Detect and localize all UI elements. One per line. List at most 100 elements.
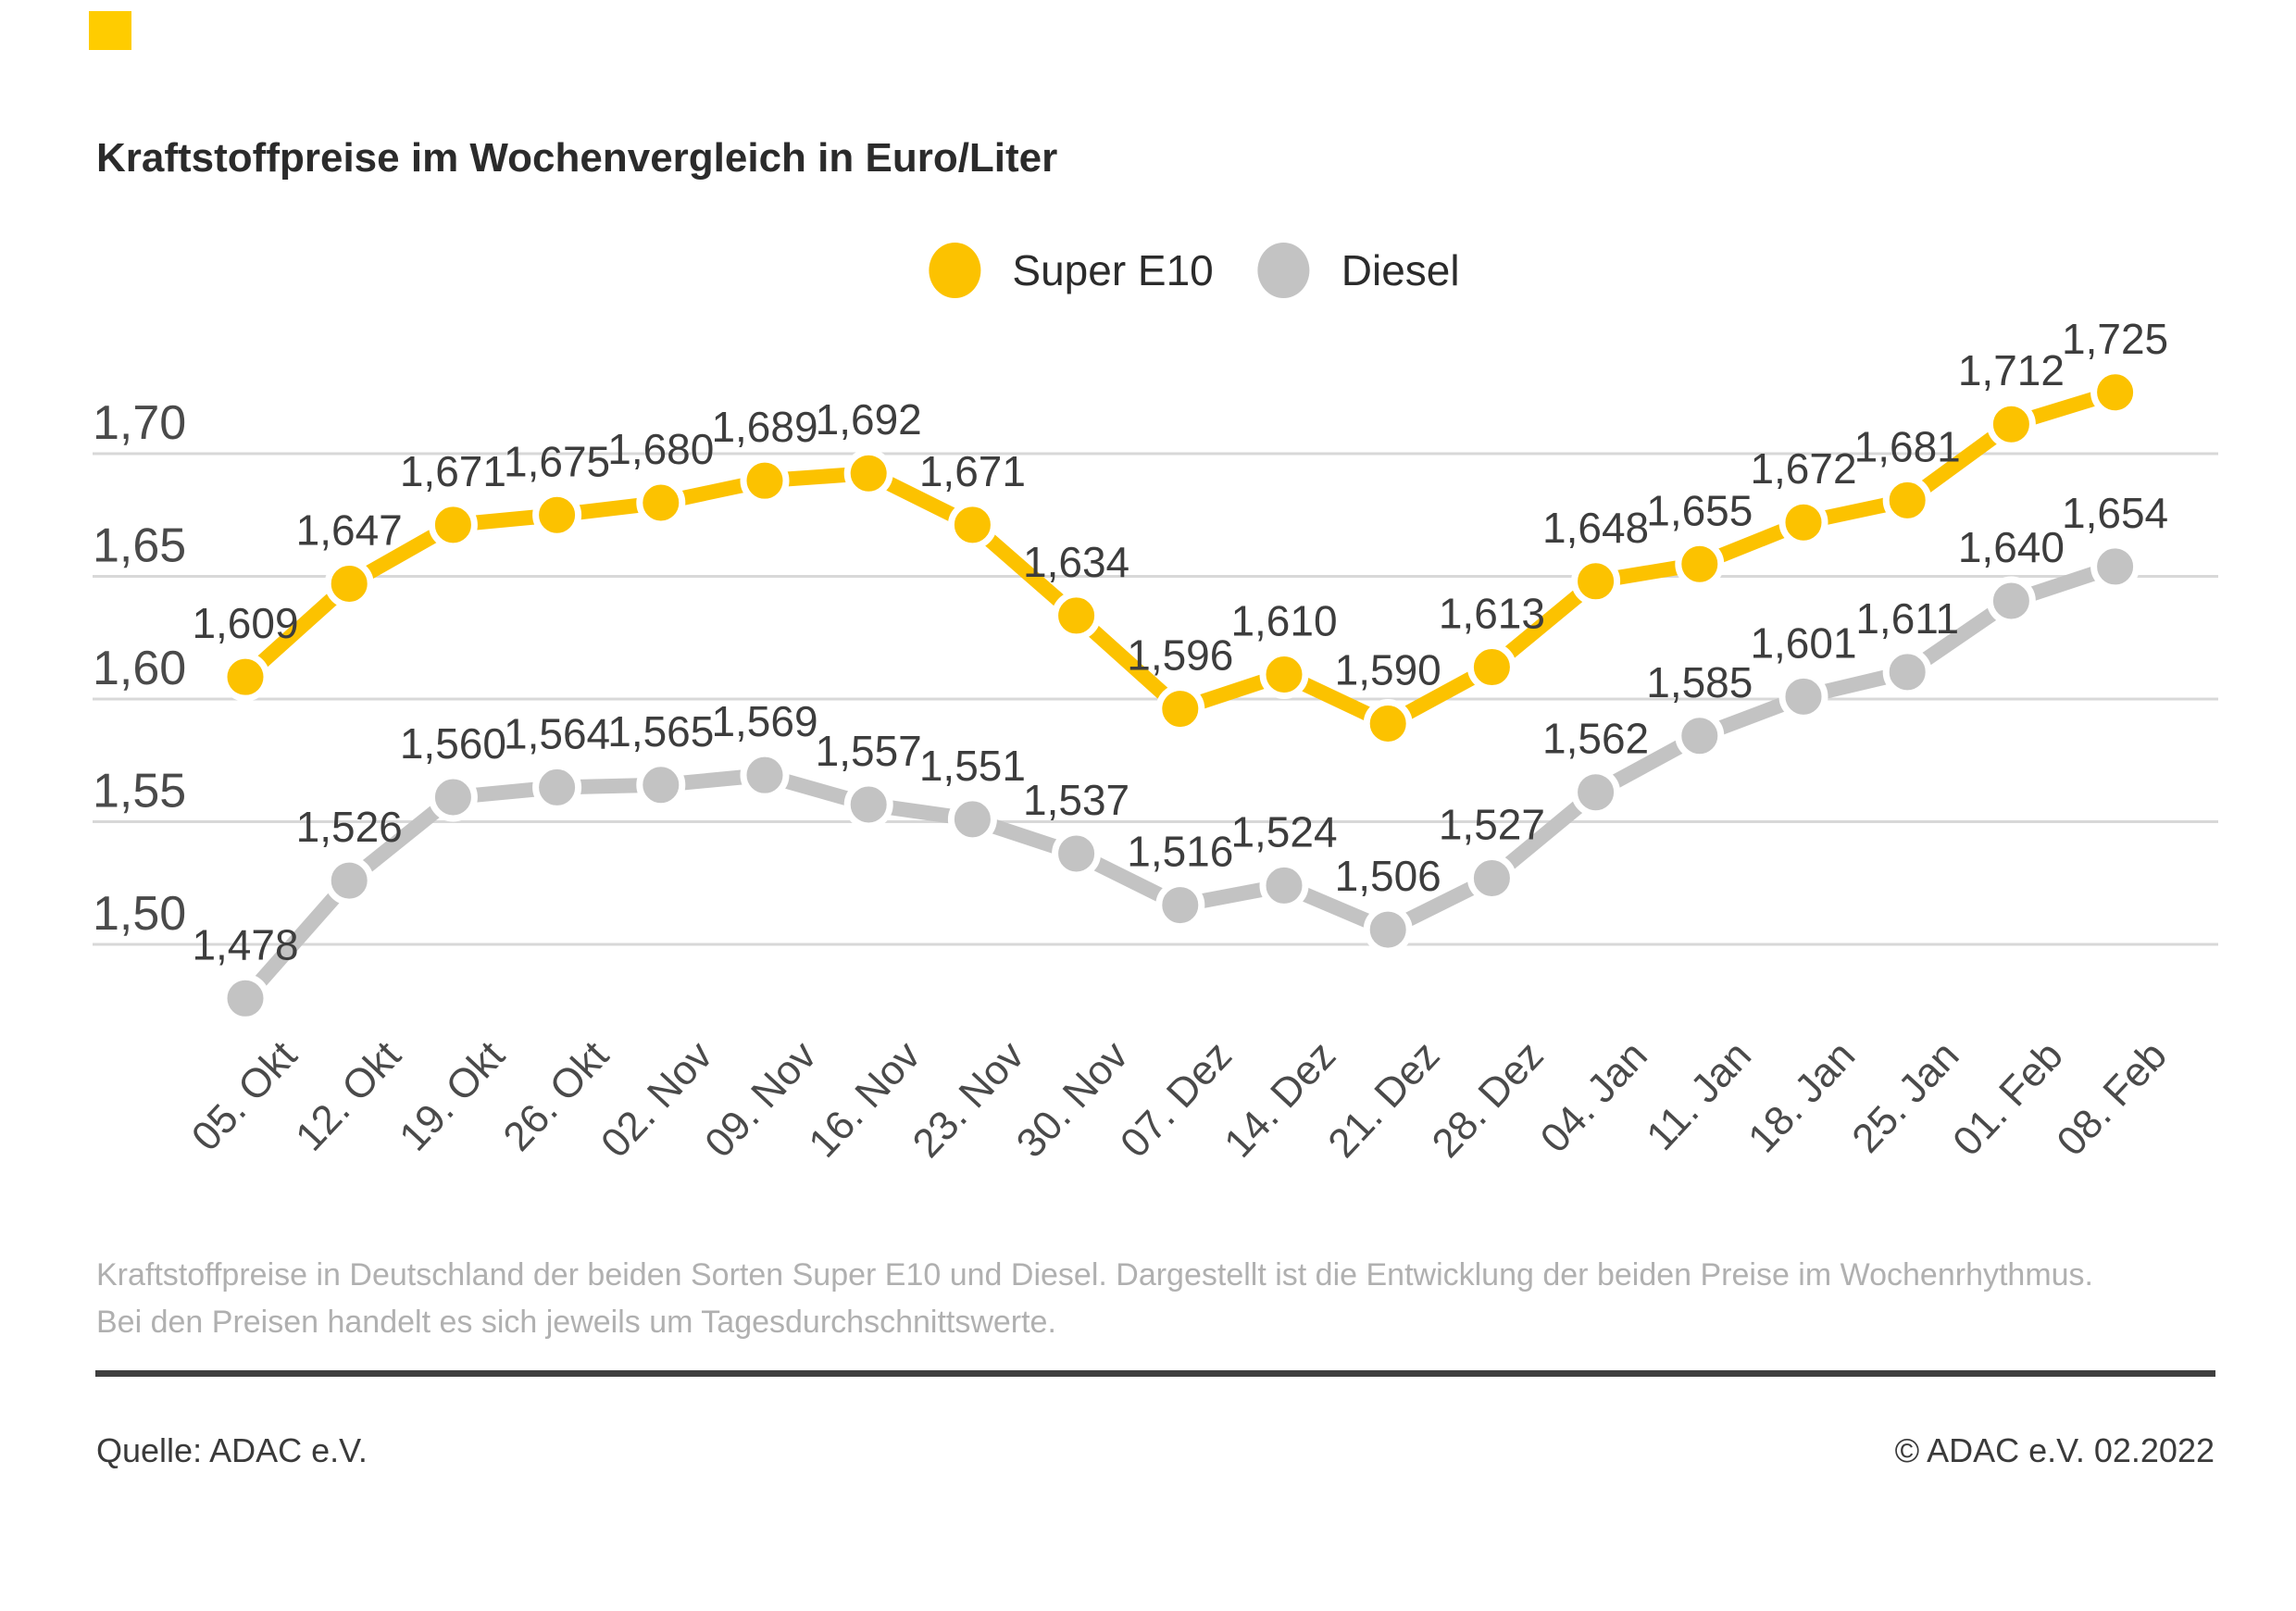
- data-point-label: 1,692: [816, 395, 922, 443]
- data-point: [1675, 711, 1725, 761]
- data-point: [428, 500, 478, 550]
- x-tick-label: 09. Nov: [696, 1032, 825, 1166]
- data-point: [1363, 699, 1413, 748]
- y-tick-label: 1,65: [93, 519, 186, 573]
- x-tick-label: 02. Nov: [593, 1032, 721, 1166]
- x-tick-label: 01. Feb: [1944, 1032, 2072, 1165]
- data-point-label: 1,681: [1854, 422, 1961, 470]
- x-tick-label: 05. Okt: [183, 1032, 306, 1159]
- y-tick-label: 1,55: [93, 765, 186, 818]
- copyright-note: © ADAC e.V. 02.2022: [1894, 1431, 2215, 1469]
- data-point-label: 1,569: [711, 697, 817, 745]
- data-point: [843, 448, 893, 498]
- data-point-label: 1,613: [1439, 590, 1545, 638]
- data-point-label: 1,590: [1335, 646, 1441, 694]
- data-point-label: 1,610: [1230, 597, 1337, 645]
- x-tick-label: 16. Nov: [800, 1032, 929, 1166]
- data-point-label: 1,680: [607, 425, 714, 473]
- data-point: [220, 652, 270, 702]
- data-point: [1259, 650, 1309, 699]
- data-point-label: 1,725: [2062, 315, 2168, 363]
- data-point: [1052, 591, 1102, 641]
- data-point-label: 1,672: [1750, 444, 1856, 493]
- data-point: [220, 973, 270, 1023]
- data-point: [1259, 860, 1309, 910]
- data-point-label: 1,655: [1646, 486, 1753, 534]
- data-point-label: 1,609: [192, 599, 298, 647]
- data-point: [2090, 368, 2140, 418]
- data-point: [2090, 542, 2140, 592]
- data-point: [1363, 905, 1413, 955]
- data-point-label: 1,562: [1542, 715, 1649, 763]
- legend-item-diesel: Diesel: [1257, 243, 1460, 298]
- data-point: [1155, 684, 1205, 734]
- data-point-label: 1,560: [400, 719, 506, 768]
- chart-description: Kraftstoffpreise in Deutschland der beid…: [96, 1257, 2094, 1340]
- data-point-label: 1,537: [1023, 776, 1129, 824]
- data-point: [1466, 643, 1516, 693]
- data-point: [947, 794, 997, 844]
- data-point: [1571, 556, 1621, 606]
- data-point-label: 1,601: [1750, 618, 1856, 667]
- data-point-label: 1,611: [1855, 594, 1959, 643]
- data-point-label: 1,585: [1646, 658, 1753, 706]
- data-point: [1675, 539, 1725, 589]
- x-tick-label: 23. Nov: [904, 1032, 1032, 1166]
- data-point: [636, 478, 686, 528]
- data-point-label: 1,671: [919, 447, 1026, 495]
- data-point: [1986, 576, 2036, 626]
- data-point-label: 1,671: [400, 447, 506, 495]
- data-point-label: 1,565: [607, 707, 714, 756]
- data-point-label: 1,478: [192, 920, 298, 968]
- data-point: [1986, 399, 2036, 449]
- brand-mark-square: [89, 11, 131, 50]
- data-point: [1571, 768, 1621, 818]
- data-point-label: 1,516: [1127, 828, 1233, 876]
- data-point-label: 1,648: [1542, 504, 1649, 552]
- data-point: [1052, 829, 1102, 879]
- data-point: [1155, 880, 1205, 930]
- data-point: [740, 456, 790, 506]
- data-point: [740, 750, 790, 800]
- data-point-label: 1,675: [504, 437, 610, 485]
- data-point-label: 1,564: [504, 709, 610, 757]
- legend-dot-diesel-icon: [1257, 243, 1310, 298]
- x-tick-label: 12. Okt: [287, 1032, 410, 1159]
- legend-label-super-e10: Super E10: [1012, 246, 1214, 294]
- data-point-label: 1,551: [919, 742, 1026, 790]
- x-tick-label: 08. Feb: [2048, 1032, 2176, 1165]
- x-tick-label: 25. Jan: [1843, 1032, 1967, 1161]
- data-point-label: 1,654: [2062, 489, 2168, 537]
- data-point: [1466, 853, 1516, 903]
- data-point-label: 1,634: [1023, 538, 1129, 586]
- data-point: [1882, 647, 1932, 697]
- data-point-label: 1,527: [1439, 800, 1545, 848]
- data-point: [843, 780, 893, 830]
- data-point: [1882, 475, 1932, 525]
- data-point: [1778, 671, 1828, 721]
- data-point-label: 1,640: [1958, 523, 2065, 571]
- data-point: [324, 558, 374, 608]
- legend-label-diesel: Diesel: [1341, 246, 1460, 294]
- data-point-label: 1,712: [1958, 346, 2065, 394]
- data-point-label: 1,689: [711, 403, 817, 451]
- legend-item-super-e10: Super E10: [929, 243, 1214, 298]
- x-tick-label: 28. Dez: [1423, 1032, 1552, 1166]
- data-point-label: 1,596: [1127, 631, 1233, 680]
- legend-dot-super-e10-icon: [929, 243, 981, 298]
- legend: Super E10 Diesel: [929, 243, 1460, 298]
- x-tick-label: 30. Nov: [1008, 1032, 1137, 1166]
- x-tick-label: 11. Jan: [1638, 1032, 1760, 1159]
- x-tick-label: 21. Dez: [1319, 1032, 1448, 1166]
- x-tick-label: 07. Dez: [1112, 1032, 1241, 1166]
- y-tick-label: 1,50: [93, 887, 186, 941]
- data-point-label: 1,557: [816, 727, 922, 775]
- x-tick-label: 04. Jan: [1532, 1032, 1656, 1161]
- y-tick-label: 1,70: [93, 396, 186, 450]
- y-tick-label: 1,60: [93, 642, 186, 695]
- data-point: [636, 760, 686, 810]
- data-point-label: 1,647: [296, 506, 403, 554]
- x-tick-label: 18. Jan: [1740, 1032, 1864, 1161]
